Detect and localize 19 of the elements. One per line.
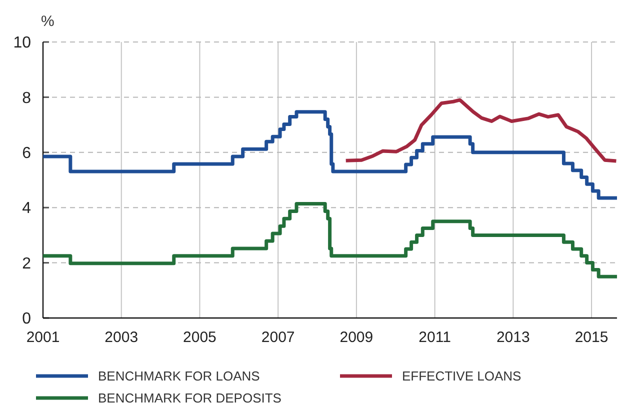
x-tick-label: 2011 bbox=[418, 329, 451, 346]
x-tick-label: 2005 bbox=[183, 329, 216, 346]
y-tick-label: 0 bbox=[22, 310, 32, 328]
y-tick-label: 4 bbox=[22, 200, 32, 218]
x-tick-label: 2015 bbox=[574, 329, 608, 346]
x-tick-label: 2007 bbox=[261, 329, 295, 346]
y-tick-label: 2 bbox=[22, 255, 32, 272]
legend-label: EFFECTIVE LOANS bbox=[402, 368, 522, 384]
x-tick-label: 2001 bbox=[26, 329, 60, 346]
y-tick-label: 6 bbox=[22, 145, 32, 162]
x-tick-label: 2013 bbox=[496, 329, 530, 346]
legend-label: BENCHMARK FOR LOANS bbox=[98, 368, 260, 384]
y-tick-label: 10 bbox=[13, 34, 32, 52]
x-tick-label: 2009 bbox=[340, 329, 374, 346]
y-tick-label: 8 bbox=[22, 90, 32, 107]
y-axis-title: % bbox=[41, 13, 54, 30]
x-tick-label: 2003 bbox=[104, 329, 138, 346]
legend-label: BENCHMARK FOR DEPOSITS bbox=[98, 390, 282, 405]
line-series bbox=[344, 98, 618, 163]
